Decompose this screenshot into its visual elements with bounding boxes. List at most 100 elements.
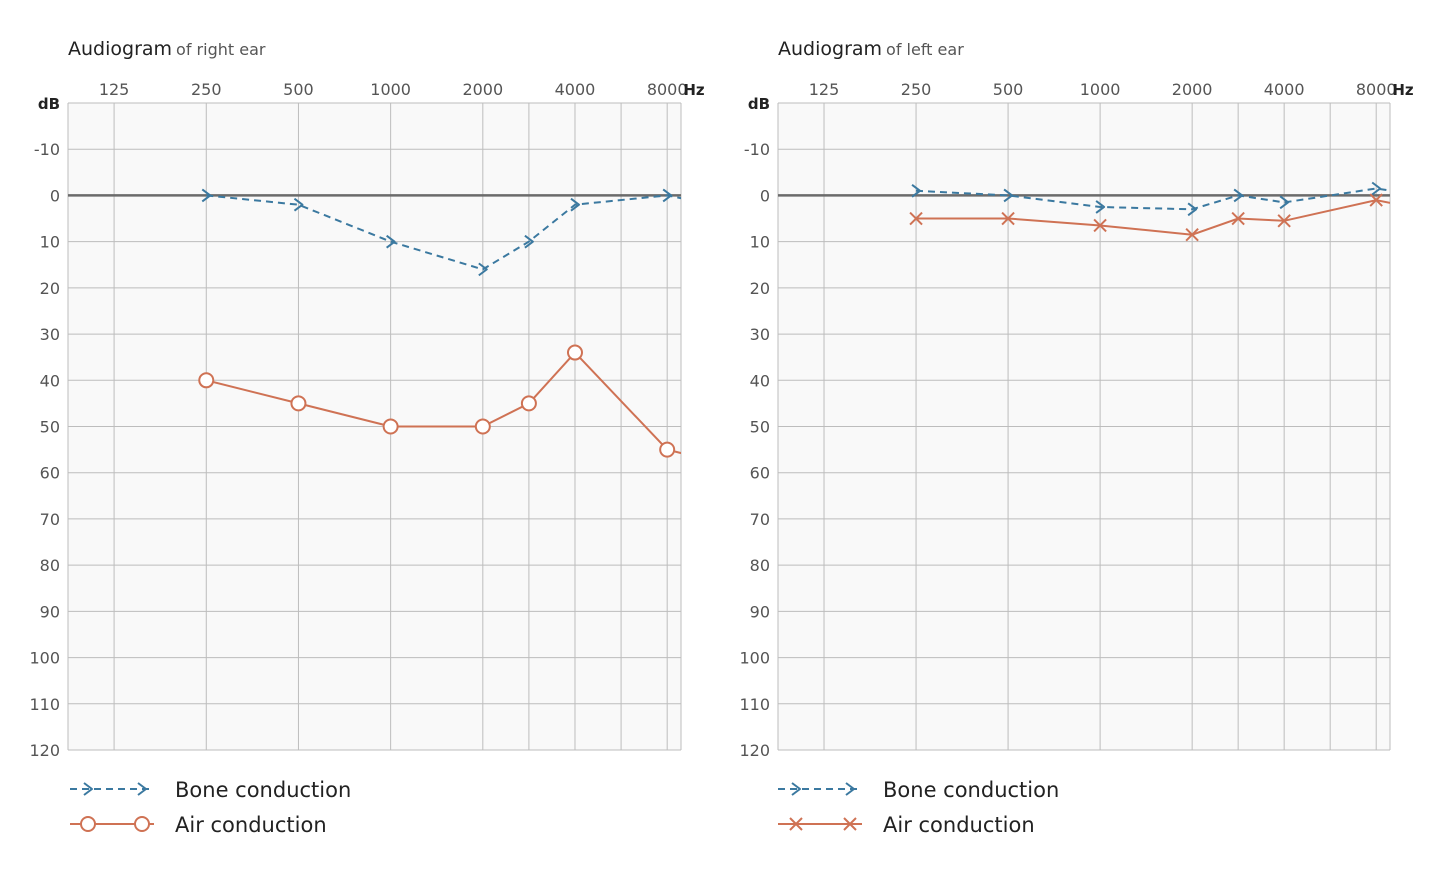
x-tick-label: 2000 [462,80,503,99]
y-tick-label: 70 [750,510,770,529]
x-tick-label: 1000 [1080,80,1121,99]
data-point-marker [1003,188,1014,203]
data-point-marker [290,395,307,412]
y-unit-label: dB [38,95,60,113]
data-point-marker [1095,200,1106,214]
y-tick-label: 30 [40,325,60,344]
chart-title: Audiogram of right ear [68,38,266,60]
legend-label: Air conduction [175,813,327,837]
y-tick-label: -10 [744,140,770,159]
y-tick-label: 120 [739,741,770,760]
legend-item-air-conduction: Air conduction [778,813,1035,837]
x-tick-label: 8000 [1356,80,1397,99]
x-tick-label: 1000 [370,80,411,99]
data-point-marker [1001,211,1015,226]
y-tick-label: 100 [739,649,770,668]
data-point-marker [524,234,534,249]
data-point-marker [386,234,396,249]
y-tick-label: 60 [40,464,60,483]
series-line [916,199,1390,236]
y-tick-label: 90 [40,602,60,621]
x-unit-label: Hz [683,81,705,99]
y-tick-label: 50 [750,418,770,437]
data-point-marker [474,418,491,435]
y-unit-label: dB [748,95,770,113]
data-point-marker [1187,202,1198,217]
data-point-marker [566,344,583,361]
chart-title-sub: of left ear [886,40,964,59]
y-tick-label: 60 [750,464,770,483]
data-point-marker [570,197,580,212]
chart-title-main: Audiogram [778,38,882,60]
data-point-marker [662,188,673,203]
data-point-marker [909,211,923,226]
data-point-marker [382,418,399,435]
series-air-conduction [909,193,1390,242]
data-point-marker [1371,181,1382,196]
legend-marker [791,782,801,796]
data-point-marker [1369,193,1383,207]
data-point-marker [1185,228,1199,242]
y-tick-label: 30 [750,325,770,344]
x-tick-label: 125 [99,80,130,99]
chart-title-main: Audiogram [68,38,172,60]
data-point-marker [520,395,537,412]
y-tick-label: 50 [40,418,60,437]
legend-item-bone-conduction: Bone conduction [778,778,1059,802]
x-tick-label: 125 [809,80,840,99]
chart-title-sub: of right ear [176,40,266,59]
legend-marker [789,817,803,831]
y-tick-label: 20 [40,279,60,298]
data-point-marker [1093,218,1107,233]
audiogram-chart-right-ear: Audiogram of right ear 125 250 50 0 1000 2000 40… [29,38,705,837]
data-point-marker [201,188,212,203]
y-tick-label: 70 [40,510,60,529]
series-line [206,194,681,271]
y-tick-label: 20 [750,279,770,298]
data-point-marker [1233,188,1244,203]
series-line [206,351,681,455]
series-line [915,187,1390,211]
y-tick-label: 0 [760,186,770,205]
y-tick-label: 80 [750,556,770,575]
legend-marker [80,816,96,832]
data-point-marker [659,441,676,458]
y-tick-label: 40 [40,371,60,390]
y-tick-label: 110 [29,695,60,714]
y-tick-label: 80 [40,556,60,575]
x-tick-label: 4000 [555,80,596,99]
legend-item-air-conduction: Air conduction [70,813,327,837]
series-bone-conduction [201,188,681,277]
series-bone-conduction [911,181,1390,217]
x-unit-label: Hz [1392,81,1414,99]
y-tick-label: 0 [50,186,60,205]
x-tick-label: 8000 [647,80,688,99]
legend-marker [843,817,857,831]
legend-label: Air conduction [883,813,1035,837]
legend-marker [137,782,147,796]
y-tick-label: 120 [29,741,60,760]
data-point-marker [1279,195,1290,210]
y-tick-label: 100 [29,649,60,668]
y-tick-label: 10 [750,233,770,252]
data-point-marker [1231,211,1245,226]
legend-marker [134,816,150,832]
data-point-marker [478,262,488,277]
x-tick-label: 2000 [1172,80,1213,99]
data-point-marker [1277,214,1291,228]
y-tick-label: 90 [750,602,770,621]
x-tick-label: 4000 [1264,80,1305,99]
data-point-marker [198,372,215,389]
legend-item-bone-conduction: Bone conduction [70,778,351,802]
data-point-marker [911,184,922,198]
chart-title: Audiogram of left ear [778,38,964,60]
legend-label: Bone conduction [883,778,1059,802]
y-tick-label: -10 [34,140,60,159]
data-point-marker [293,197,304,212]
x-tick-label: 250 [901,80,932,99]
x-tick-label: 250 [191,80,222,99]
x-tick-label: 500 [993,80,1024,99]
